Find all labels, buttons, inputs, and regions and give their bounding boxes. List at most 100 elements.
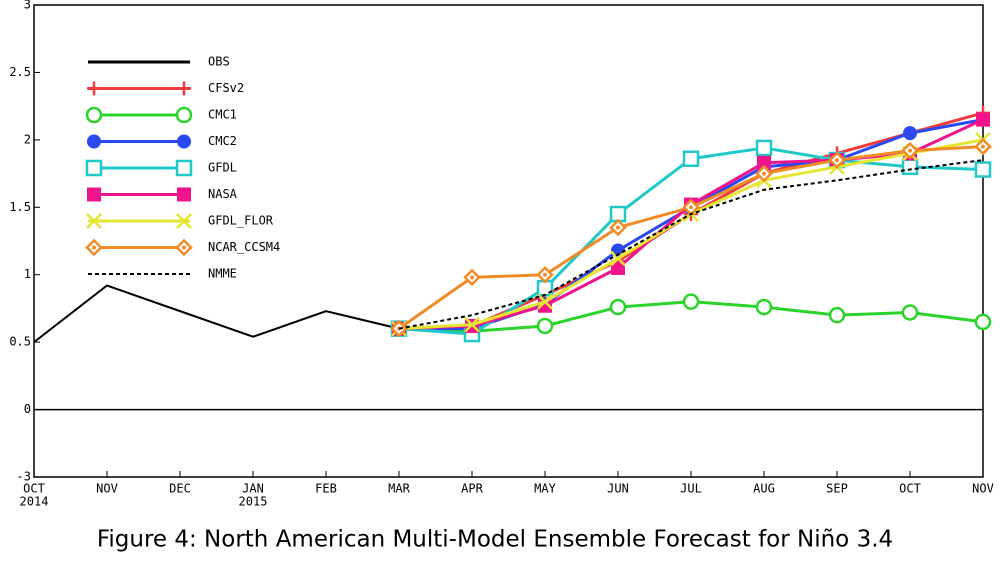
legend-entry: NMME [88,267,237,281]
x-tick-label: NOV [96,482,118,496]
marker [828,151,846,169]
marker [974,137,992,156]
marker [87,187,101,202]
legend-entry: CMC2 [87,134,237,149]
marker-part [611,260,625,275]
legend-entry: CFSv2 [87,81,244,96]
x-tick-label: DEC [169,482,191,496]
marker-part [755,139,773,157]
marker-part [755,298,773,316]
marker [828,306,846,324]
marker [757,155,771,170]
marker [177,134,191,149]
marker-part [175,159,193,177]
y-tick-label: 0.5 [9,335,31,349]
marker-part [92,245,96,250]
marker-part [536,317,554,335]
x-tick-label: APR [461,482,483,496]
marker-part [177,134,191,149]
y-tick-label: 1.5 [9,200,31,214]
marker [536,265,554,284]
marker [974,161,992,178]
legend-entry: GFDL [85,159,237,177]
marker-part [85,106,103,124]
marker [682,150,700,167]
x-tick-label: JUL [680,482,702,496]
legend-entry: OBS [88,55,230,69]
marker-part [470,275,474,280]
marker-part [757,155,771,170]
marker [682,293,700,310]
marker-part [908,148,912,153]
marker [755,164,773,183]
marker [85,106,103,124]
marker [87,134,101,149]
marker [177,187,191,202]
x-tick-label: JAN [242,482,264,496]
marker-part [86,213,102,229]
marker-part [177,187,191,202]
legend-label: CMC1 [208,108,237,122]
marker-part [974,313,992,331]
x-tick-label: MAR [388,482,410,496]
marker [86,213,102,229]
x-tick-label: FEB [315,482,337,496]
marker-part [87,134,101,149]
marker [537,293,553,310]
marker-part [976,112,990,127]
x-year-label: 2014 [20,495,49,509]
x-tick-label: NOV [972,482,994,496]
marker [755,139,773,157]
series-line [398,159,984,330]
legend-label: OBS [208,55,230,69]
marker-part [85,159,103,177]
marker-part [537,293,553,310]
marker [536,317,554,335]
marker [976,112,990,127]
marker [609,298,627,316]
legend-entry: CMC1 [85,106,237,124]
y-tick-label: -3 [17,470,31,484]
marker-part [835,158,839,163]
marker-part [901,304,919,321]
legend-label: CMC2 [208,134,237,148]
marker-part [175,106,193,124]
legend-label: GFDL_FLOR [208,214,274,228]
marker [901,158,919,176]
marker-part [616,225,620,230]
marker [176,213,192,229]
marker-part [543,272,547,277]
marker [610,250,626,267]
marker-part [974,161,992,178]
marker-part [609,298,627,316]
marker-part [901,158,919,176]
marker-part [610,250,626,267]
legend-label: NASA [208,187,238,201]
legend-label: CFSv2 [208,81,244,95]
y-tick-label: 2 [24,132,31,146]
marker-part [762,171,766,176]
marker [175,238,193,257]
caption: Figure 4: North American Multi-Model Ens… [97,527,893,553]
y-tick-label: 2.5 [9,65,31,79]
y-tick-label: 3 [24,0,31,12]
marker-part [682,150,700,167]
marker-part [689,205,693,210]
legend-entry: GFDL_FLOR [86,213,274,229]
marker [464,316,480,333]
marker-part [182,245,186,250]
marker [901,304,919,321]
series-line [33,284,400,343]
marker [974,313,992,331]
marker-part [176,213,192,229]
marker-part [981,144,985,149]
marker-part [903,126,917,141]
marker [175,106,193,124]
legend-entry: NCAR_CCSM4 [85,238,280,257]
marker [177,81,191,96]
marker-part [464,316,480,333]
plot-frame [33,4,984,478]
x-year-label: 2015 [239,495,268,509]
x-tick-label: AUG [753,482,775,496]
